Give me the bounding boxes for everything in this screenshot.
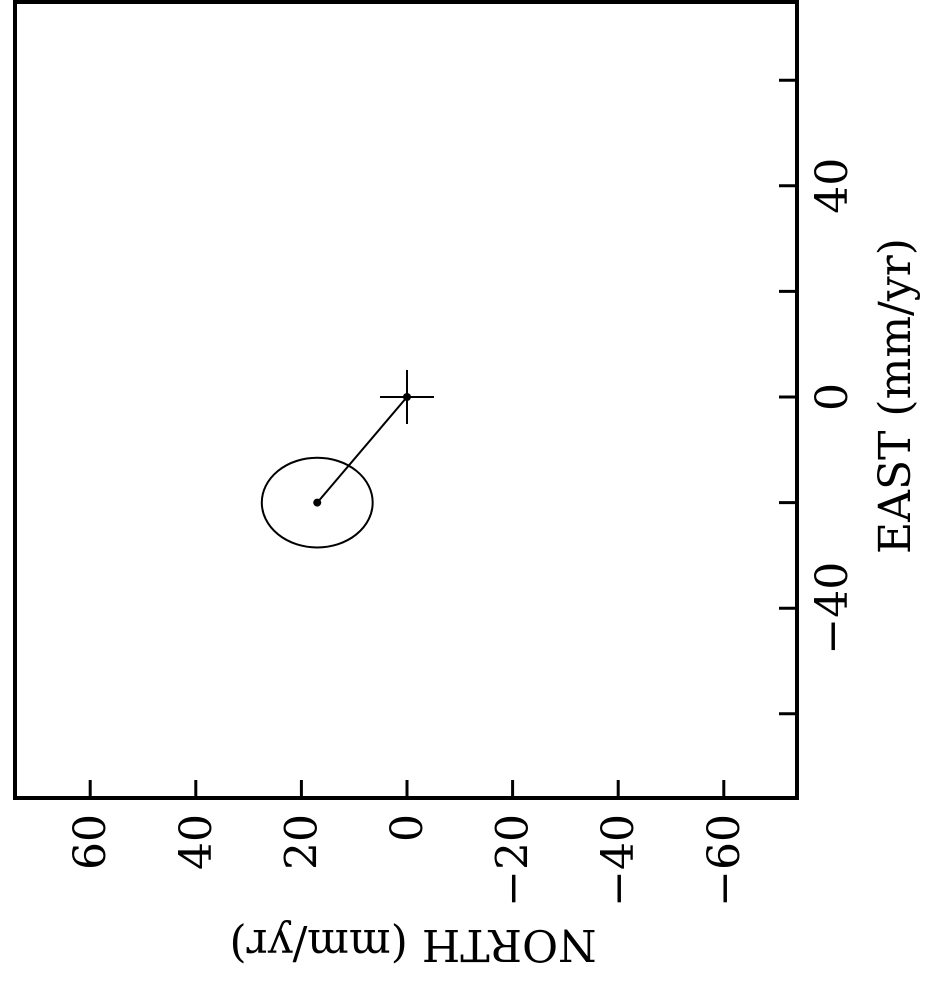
north-axis-ticks: 60 40 20 0 −20 −40 −60 — [65, 780, 750, 907]
east-axis-ticks: 40 0 −40 — [779, 78, 858, 716]
velocity-vector — [316, 396, 408, 504]
velocity-point — [313, 498, 322, 507]
north-tick-label-1: 40 — [171, 814, 222, 870]
north-tick-label-3: 0 — [382, 814, 433, 842]
origin-cross-marker — [380, 370, 434, 424]
east-tick-label-1: 40 — [807, 158, 858, 214]
north-tick-label-6: −60 — [699, 814, 750, 907]
east-tick-label-5: −40 — [807, 562, 858, 655]
north-tick-label-0: 60 — [65, 814, 116, 870]
north-tick-label-4: −20 — [488, 814, 539, 907]
plot-marks — [260, 370, 434, 549]
north-tick-label-2: 20 — [276, 814, 327, 870]
error-ellipse — [260, 456, 374, 549]
origin-dot — [403, 393, 411, 401]
north-axis-label: NORTH (mm/yr) — [229, 919, 596, 970]
east-tick-label-3: 0 — [807, 383, 858, 411]
east-axis-label: EAST (mm/yr) — [870, 238, 921, 554]
north-tick-label-5: −40 — [593, 814, 644, 907]
